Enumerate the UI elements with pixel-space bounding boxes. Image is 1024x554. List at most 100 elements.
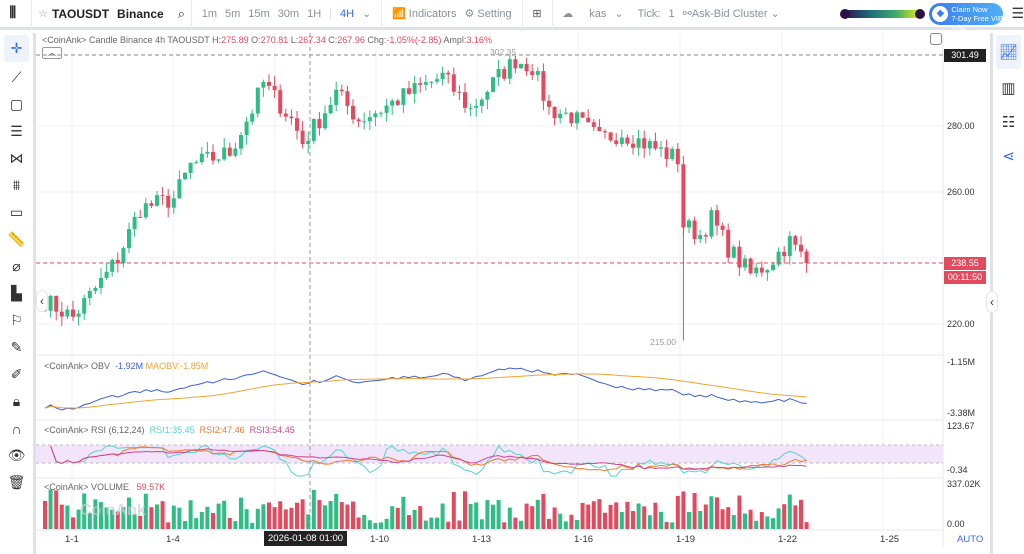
share-icon[interactable]: ⋖ (1002, 148, 1015, 165)
interval-5m[interactable]: 5m (225, 7, 241, 20)
volume-bar (681, 491, 686, 529)
volume-bar (569, 514, 574, 529)
volume-bar (384, 518, 389, 529)
kas-select[interactable]: kas (589, 7, 607, 20)
search-icon[interactable]: ⌕ (177, 5, 186, 21)
volume-bar (502, 522, 507, 529)
candle-body (519, 64, 523, 69)
cloud-icon[interactable]: ☁ (562, 8, 574, 20)
bar-chart-icon[interactable]: ▙ (11, 285, 22, 301)
volume-bar (474, 502, 479, 529)
time-tick: 1-10 (370, 534, 390, 545)
trash-icon[interactable]: 🗑︎ (7, 474, 26, 490)
candle-body (720, 225, 725, 230)
interval-30m[interactable]: 30m (277, 7, 300, 20)
collapse-legend-button[interactable]: ︿ (42, 47, 62, 59)
tick-select[interactable]: 1 (668, 7, 675, 20)
interval-1m[interactable]: 1m (201, 7, 217, 20)
lock-icon[interactable]: 🔒︎ (12, 393, 21, 409)
fullscreen-icon[interactable] (930, 33, 942, 45)
candle-body (267, 81, 271, 86)
brush-icon[interactable]: ⌀ (12, 258, 21, 274)
interval-4h[interactable]: 4H (340, 7, 355, 20)
volume-bar (177, 507, 182, 529)
ruler-icon[interactable]: 📏 (7, 231, 26, 247)
interval-15m[interactable]: 15m (248, 7, 270, 20)
drawing-toolbar: ✛ ⟋ ▢ ☰ ⋈ ⩩ ▭ 📏 ⌀ ▙ ⚐ ✎ ✐ 🔒︎ ∩ 👁︎ 🗑︎ (0, 33, 36, 554)
volume-bar (491, 504, 495, 529)
time-tick: 1-4 (166, 534, 180, 545)
lock-drawing-icon[interactable]: ✐ (10, 366, 23, 382)
logo-icon[interactable]: ⫴ (9, 4, 17, 22)
candle-body (317, 119, 322, 129)
volume-bar (272, 507, 277, 529)
time-tick: 1-22 (778, 534, 798, 545)
menu-icon[interactable]: ☰ (1011, 5, 1024, 21)
auto-scale-button[interactable]: AUTO (957, 534, 984, 545)
volume-bar (709, 496, 714, 529)
candle-body (675, 148, 680, 165)
chevron-down-icon[interactable]: ⌄ (362, 8, 372, 20)
volume-bar (496, 500, 501, 529)
interval-1h[interactable]: 1H (307, 7, 322, 20)
volume-bar (183, 520, 187, 529)
candle-body (759, 267, 764, 273)
volume-bar (65, 505, 70, 529)
symbol[interactable]: TAOUSDT (51, 6, 110, 21)
setting-button[interactable]: ⚙ Setting (464, 7, 511, 20)
collapse-right-button[interactable]: ‹ (986, 291, 998, 313)
candle-body (535, 71, 540, 75)
pattern-tool-icon[interactable]: ⋈ (9, 150, 24, 166)
heatmap-gradient-slider[interactable] (839, 8, 926, 19)
candle-body (82, 298, 87, 314)
candle-body (597, 126, 602, 132)
candle-body (412, 83, 417, 94)
vip-trial-button[interactable]: ◆ Claim Now 7-Day Free VIP Trial (929, 2, 1004, 32)
volume-bar (664, 521, 669, 529)
layout-grid-icon[interactable]: ⊞ (532, 8, 542, 20)
candle-body (283, 113, 288, 117)
candle-body (54, 295, 59, 312)
chart-canvas[interactable] (36, 33, 990, 548)
candle-body (496, 69, 501, 78)
annotation-icon[interactable]: ▭ (9, 204, 24, 220)
indicators-button[interactable]: 📶 Indicators (392, 7, 456, 20)
position-tool-icon[interactable]: ⚐ (10, 312, 23, 328)
candle-body (765, 270, 770, 273)
volume-bar (76, 509, 81, 529)
candle-body (183, 172, 187, 180)
crosshair-icon[interactable]: ✛ (4, 35, 29, 62)
candle-body (726, 229, 731, 258)
collapse-left-button[interactable]: ‹ (36, 290, 48, 312)
chart-icon[interactable]: 📈︎ (996, 35, 1021, 69)
cluster-button[interactable]: ⚯Ask-Bid Cluster ⌄ (682, 8, 780, 20)
exchange[interactable]: Binance (117, 6, 164, 21)
pen-icon[interactable]: ✎ (10, 339, 23, 355)
time-tick: 1-25 (880, 534, 900, 545)
volume-bar (513, 517, 518, 529)
bars-icon[interactable]: ▥ (1001, 80, 1016, 97)
volume-bar (194, 518, 199, 529)
volume-bar (121, 507, 126, 529)
volume-bar (703, 504, 708, 529)
parallel-lines-icon[interactable]: ☰ (10, 123, 23, 139)
rectangle-tool-icon[interactable]: ▢ (9, 96, 24, 112)
last-price-tag: 238.55 (944, 257, 986, 270)
magnet-icon[interactable]: ∩ (11, 420, 22, 437)
volume-bar (188, 500, 193, 529)
volume-bar (227, 517, 232, 529)
list-icon[interactable]: ☷ (1001, 114, 1016, 131)
fib-tool-icon[interactable]: ⩩ (12, 177, 21, 193)
candle-body (407, 88, 411, 94)
eye-icon[interactable]: 👁︎ (7, 447, 26, 463)
vip-line1: Claim Now (951, 4, 988, 14)
star-icon[interactable]: ☆ (38, 8, 48, 20)
candle-body (463, 92, 467, 108)
candle-legend: <CoinAnk> Candle Binance 4h TAOUSDT H:27… (42, 35, 492, 45)
volume-bar (479, 519, 484, 529)
volume-bar (530, 506, 535, 529)
volume-bar (636, 503, 641, 529)
volume-bar (653, 502, 658, 529)
line-tool-icon[interactable]: ⟋ (11, 69, 22, 85)
candle-body (205, 151, 210, 154)
